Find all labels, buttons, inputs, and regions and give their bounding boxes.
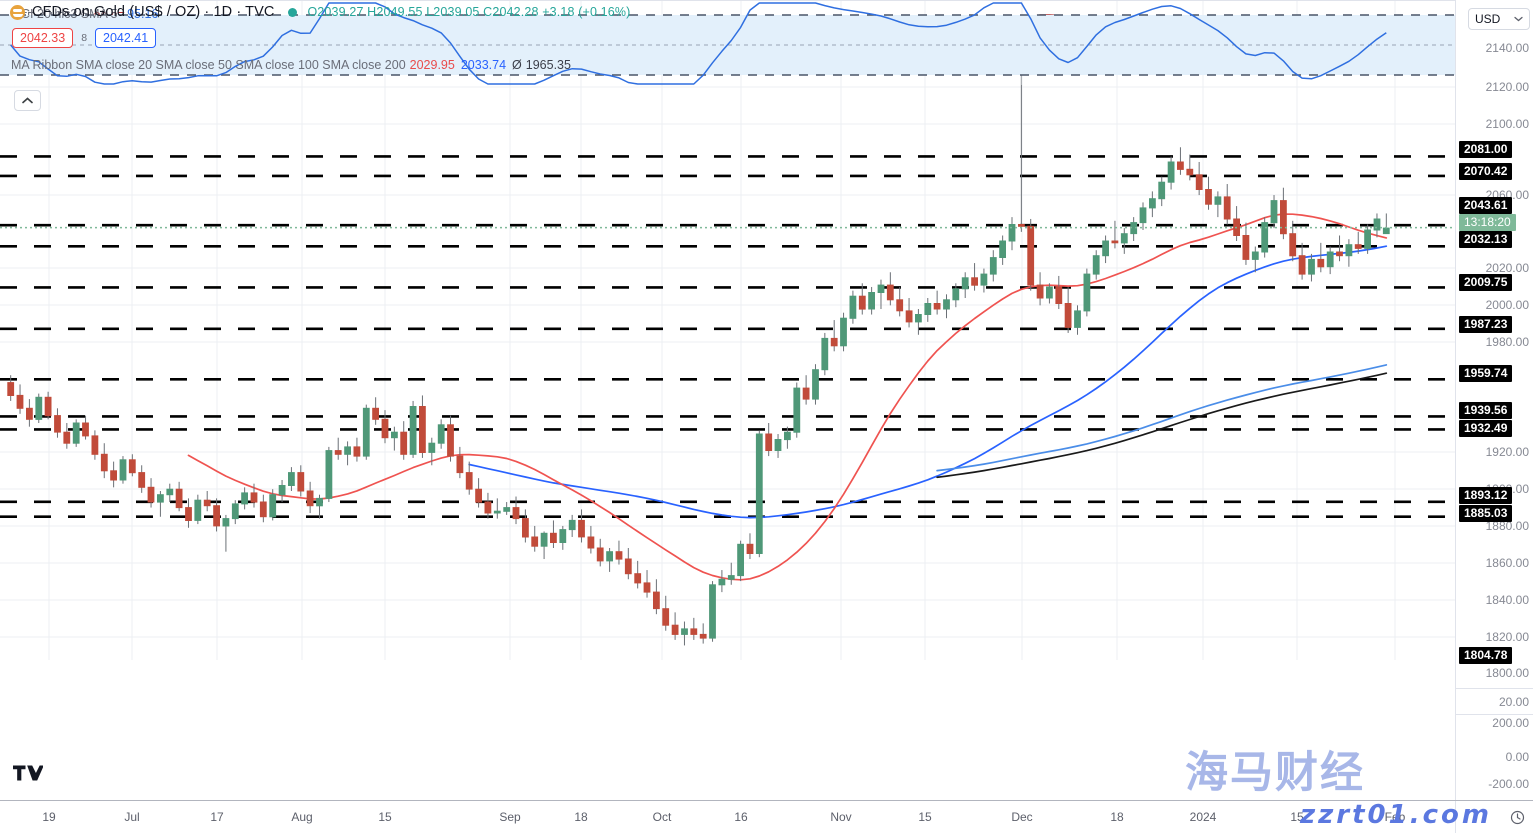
- cci-pane[interactable]: CCI 20 hlc3 SMA 5 95.16: [0, 0, 1455, 85]
- time-axis-tick: 17: [210, 810, 224, 824]
- countdown-badge[interactable]: 13:18:20: [1459, 214, 1516, 231]
- price-level-badge[interactable]: 1804.78: [1459, 647, 1513, 664]
- chevron-down-icon: [1514, 16, 1523, 22]
- price-pane[interactable]: [0, 0, 1455, 660]
- price-axis-tick: 1840.00: [1485, 593, 1529, 607]
- price-axis-tick: 2100.00: [1485, 117, 1529, 131]
- price-axis-tick: 1860.00: [1485, 556, 1529, 570]
- price-axis[interactable]: USD 2140.00 2120.00 2100.00 2060.00 2020.00 2…: [1455, 0, 1533, 800]
- time-axis-tick: 16: [734, 810, 748, 824]
- watermark-url: zzrt01.com: [1300, 800, 1492, 830]
- price-level-badge[interactable]: 2070.42: [1459, 163, 1513, 180]
- symbol-row: CFDs on Gold (US$ / OZ) · 1D · TVC O2039…: [0, 0, 1455, 24]
- market-open-dot: [288, 7, 298, 17]
- price-axis-tick: 200.00: [1492, 716, 1529, 730]
- price-axis-tick: 1880.00: [1485, 519, 1529, 533]
- time-axis[interactable]: 19 Jul 17 Aug 15 Sep 18 Oct 16 Nov 15 Dec 18 2024 15 Fe…: [0, 800, 1533, 833]
- price-level-badge[interactable]: 1932.49: [1459, 420, 1513, 437]
- time-axis-tick: Oct: [652, 810, 672, 824]
- price-axis-tick: 1820.00: [1485, 630, 1529, 644]
- price-axis-tick: 1800.00: [1485, 666, 1529, 680]
- price-level-badge[interactable]: 2009.75: [1459, 274, 1513, 291]
- price-axis-tick: 2000.00: [1485, 298, 1529, 312]
- chevron-up-icon[interactable]: [14, 90, 41, 111]
- currency-selector[interactable]: USD: [1468, 8, 1530, 30]
- price-level-badge[interactable]: 1959.74: [1459, 365, 1513, 382]
- price-level-badge[interactable]: 1885.03: [1459, 505, 1513, 522]
- price-axis-tick: 2120.00: [1485, 80, 1529, 94]
- axis-corner-separator: [1455, 801, 1456, 833]
- clock-icon[interactable]: [1510, 810, 1525, 830]
- time-axis-tick: Feb: [1384, 810, 1406, 824]
- price-level-badge[interactable]: 1893.12: [1459, 487, 1513, 504]
- price-axis-tick: 0.00: [1505, 750, 1529, 764]
- time-axis-tick: Jul: [124, 810, 140, 824]
- time-axis-tick: Aug: [291, 810, 313, 824]
- gold-coin-icon: [10, 4, 25, 20]
- time-axis-tick: 15: [918, 810, 932, 824]
- price-level-badge[interactable]: 1987.23: [1459, 316, 1513, 333]
- time-axis-tick: 19: [42, 810, 56, 824]
- time-axis-tick: 15: [1290, 810, 1304, 824]
- cci-title: CCI 20 hlc3 SMA 5: [12, 7, 118, 21]
- price-level-badge[interactable]: 2043.61: [1459, 197, 1513, 214]
- price-axis-tick: 1980.00: [1485, 335, 1529, 349]
- price-axis-tick: -200.00: [1488, 777, 1529, 791]
- price-level-badge[interactable]: 2081.00: [1459, 141, 1513, 158]
- tradingview-logo[interactable]: [13, 763, 44, 788]
- cci-value: 95.16: [127, 7, 159, 21]
- time-axis-tick: Sep: [499, 810, 521, 824]
- price-axis-tick: 20.00: [1498, 695, 1529, 709]
- time-axis-tick: Dec: [1011, 810, 1033, 824]
- price-level-badge[interactable]: 1939.56: [1459, 402, 1513, 419]
- ohlc-values: O2039.27 H2049.55 L2039.05 C2042.28 +3.1…: [307, 5, 631, 19]
- currency-label: USD: [1475, 12, 1501, 26]
- price-axis-tick: 1920.00: [1485, 445, 1529, 459]
- time-axis-tick: Nov: [830, 810, 852, 824]
- symbol-title[interactable]: CFDs on Gold (US$ / OZ) · 1D · TVC: [32, 4, 275, 20]
- axis-separator-atr: [1456, 688, 1533, 689]
- axis-separator-cci: [1456, 714, 1533, 715]
- time-axis-tick: 18: [1110, 810, 1124, 824]
- price-axis-tick: 2020.00: [1485, 261, 1529, 275]
- time-axis-tick: 2024: [1189, 810, 1217, 824]
- watermark-chinese: 海马财经: [1185, 748, 1365, 798]
- price-axis-tick: 2140.00: [1485, 41, 1529, 55]
- time-axis-tick: 18: [574, 810, 588, 824]
- time-axis-tick: 15: [378, 810, 392, 824]
- price-level-badge[interactable]: 2032.13: [1459, 231, 1513, 248]
